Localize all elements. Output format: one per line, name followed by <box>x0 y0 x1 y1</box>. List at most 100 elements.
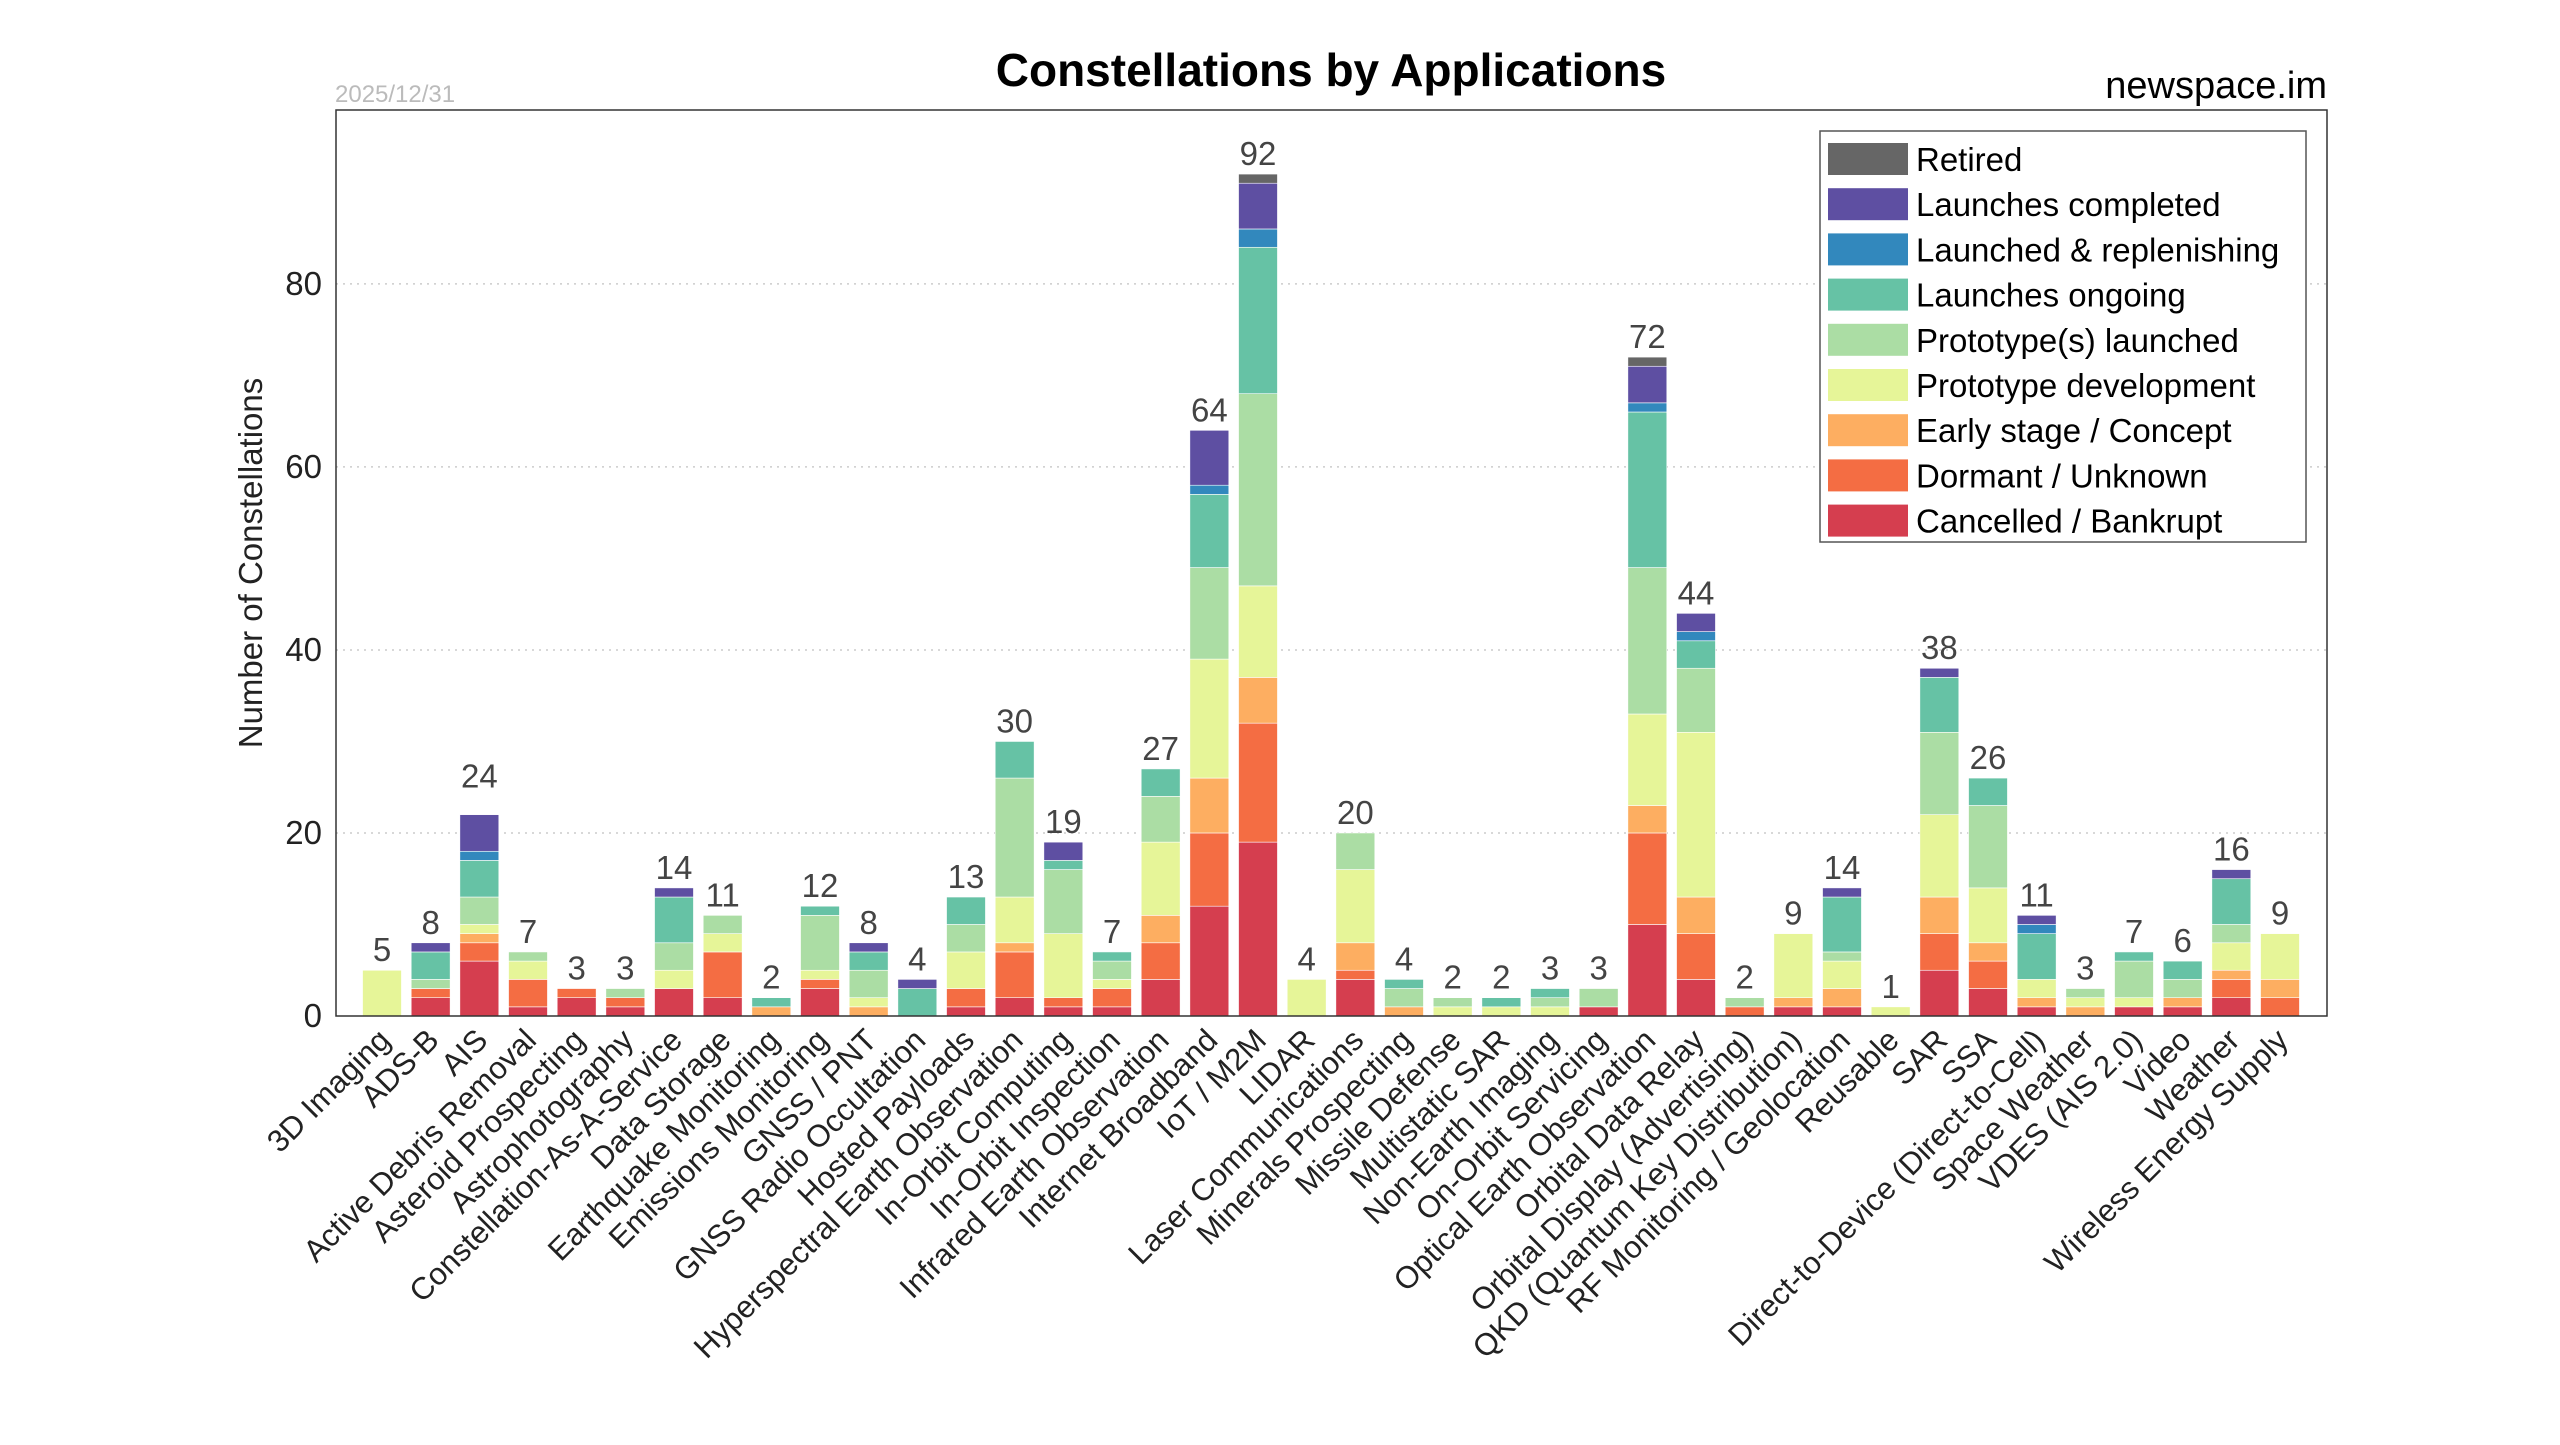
bar-segment <box>459 896 500 925</box>
bar-segment <box>2114 960 2154 998</box>
legend-label: Launches ongoing <box>1916 277 2186 314</box>
bar-segment <box>1189 905 1230 1017</box>
bar-segment <box>1968 887 2008 944</box>
bar-segment <box>1530 997 1570 1008</box>
total-label: 92 <box>1240 135 1277 172</box>
bar-segment <box>2016 915 2057 925</box>
total-label: 30 <box>996 702 1033 739</box>
total-label: 7 <box>2125 913 2143 950</box>
total-label: 7 <box>1103 913 1121 950</box>
bar-segment <box>1724 1006 1765 1017</box>
bar-segment <box>2211 997 2252 1017</box>
bar-segment <box>1189 777 1230 834</box>
total-label: 64 <box>1191 391 1228 428</box>
total-label: 8 <box>421 904 439 941</box>
bar-segment <box>1238 585 1278 678</box>
total-label: 4 <box>908 940 926 977</box>
bar-segment <box>1919 732 1960 815</box>
bar-segment <box>2260 979 2300 998</box>
bar-segment <box>1432 997 1473 1008</box>
bar-segment <box>410 951 451 980</box>
bar-segment <box>1919 969 1960 1017</box>
bar-segment <box>751 1006 792 1017</box>
total-label: 27 <box>1142 730 1179 767</box>
total-label: 72 <box>1629 318 1666 355</box>
bar-segment <box>1822 1006 1862 1017</box>
bar-segment <box>2016 924 2057 934</box>
bar-segment <box>362 969 402 1017</box>
bar-segment <box>946 896 986 925</box>
bar-segment <box>1968 960 2008 989</box>
bar-segment <box>1384 1006 1424 1017</box>
bar-segment <box>800 969 840 980</box>
total-label: 4 <box>1395 940 1413 977</box>
bar-segment <box>1092 1006 1132 1017</box>
bar-segment <box>654 896 694 944</box>
total-label: 26 <box>1970 739 2007 776</box>
y-axis: 0 20 40 60 80 <box>285 265 322 1034</box>
bar-segment <box>1919 933 1960 971</box>
total-label: 13 <box>948 858 985 895</box>
bar-segment <box>1919 677 1960 733</box>
bar-segment <box>508 960 548 980</box>
bar-segment <box>1676 933 1716 980</box>
bar-segment <box>1335 979 1376 1017</box>
bar-segment <box>1481 1006 1522 1017</box>
bar-segment <box>1140 979 1181 1017</box>
legend-label: Prototype development <box>1916 367 2255 404</box>
bar-segment <box>751 997 792 1008</box>
bar-segment <box>1676 640 1716 669</box>
bar-segment <box>1043 997 1084 1008</box>
bar-segment <box>410 979 451 989</box>
bar-segment <box>1627 805 1668 834</box>
bar-segment <box>1676 896 1716 934</box>
bar-segment <box>2162 997 2203 1008</box>
bar-segment <box>1189 494 1230 568</box>
bar-segment <box>1724 997 1765 1008</box>
bar-segment <box>2065 1006 2106 1017</box>
total-label: 2 <box>762 959 780 996</box>
bar-segment <box>508 1006 548 1017</box>
bar-segment <box>459 814 500 852</box>
bar-segment <box>994 942 1035 953</box>
bar-segment <box>848 942 889 953</box>
total-label: 12 <box>802 867 839 904</box>
bar-segment <box>1481 997 1522 1008</box>
legend-label: Cancelled / Bankrupt <box>1916 503 2222 540</box>
bar-segment <box>1140 915 1181 944</box>
bar-segment <box>1092 979 1132 989</box>
bar-segment <box>2016 933 2057 980</box>
bar-segment <box>2065 988 2106 998</box>
total-label: 3 <box>2076 950 2094 987</box>
bar-segment <box>946 924 986 953</box>
legend-swatch <box>1828 414 1908 447</box>
bar-segment <box>1627 832 1668 925</box>
bar-segment <box>800 979 840 989</box>
bar-segment <box>848 969 889 998</box>
legend-swatch <box>1828 459 1908 492</box>
bar-segment <box>2260 997 2300 1017</box>
bar-segment <box>1238 182 1278 230</box>
bar-segment <box>1189 832 1230 907</box>
legend-swatch <box>1828 233 1908 266</box>
legend: Retired Launches completed Launched & repl… <box>1819 130 2307 543</box>
bar-segment <box>410 997 451 1017</box>
bar-segment <box>1189 430 1230 486</box>
total-label: 16 <box>2213 831 2250 868</box>
bar-segment <box>1578 988 1619 1008</box>
bar-segment <box>1140 841 1181 916</box>
bar-segment <box>848 997 889 1008</box>
bar-segment <box>2211 979 2252 998</box>
bar-segment <box>459 924 500 934</box>
y-tick-label: 80 <box>285 265 322 302</box>
bar-segment <box>1335 969 1376 980</box>
bar-segment <box>1043 841 1084 861</box>
bar-segment <box>2211 869 2252 880</box>
bar-segment <box>1043 860 1084 870</box>
bar-segment <box>1968 805 2008 889</box>
bar-segment <box>800 905 840 916</box>
bar-segment <box>848 1006 889 1017</box>
bars <box>362 173 2300 1017</box>
bar-segment <box>1140 768 1181 797</box>
